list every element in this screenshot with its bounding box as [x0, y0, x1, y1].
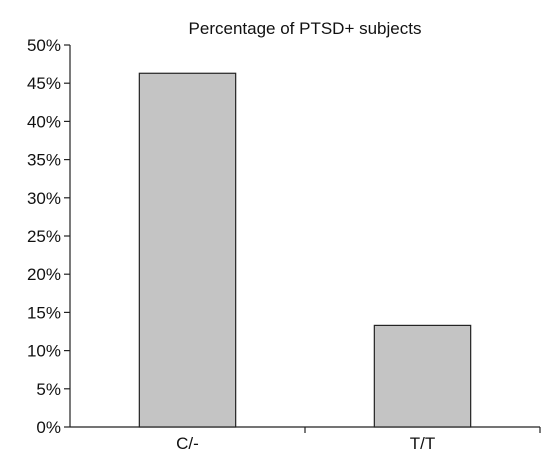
y-tick-label: 40%	[27, 112, 61, 131]
bar-group	[138, 72, 472, 428]
y-tick-label: 25%	[27, 227, 61, 246]
y-tick-group: 0% 5% 10% 15% 20% 25% 30% 35% 40% 45% 50%	[27, 36, 70, 437]
chart-title: Percentage of PTSD+ subjects	[189, 19, 422, 38]
y-tick-label: 20%	[27, 265, 61, 284]
x-tick-label: C/-	[176, 434, 199, 453]
y-tick-label: 15%	[27, 303, 61, 322]
x-tick-group: C/- T/T	[176, 427, 541, 453]
bar-t-t	[373, 324, 472, 428]
y-tick-label: 5%	[36, 380, 61, 399]
y-tick-label: 35%	[27, 151, 61, 170]
y-tick-label: 0%	[36, 418, 61, 437]
y-tick-label: 45%	[27, 74, 61, 93]
x-tick-label: T/T	[410, 434, 436, 453]
y-tick-label: 10%	[27, 342, 61, 361]
y-tick-label: 50%	[27, 36, 61, 55]
y-tick-label: 30%	[27, 189, 61, 208]
bar-c	[138, 72, 237, 428]
